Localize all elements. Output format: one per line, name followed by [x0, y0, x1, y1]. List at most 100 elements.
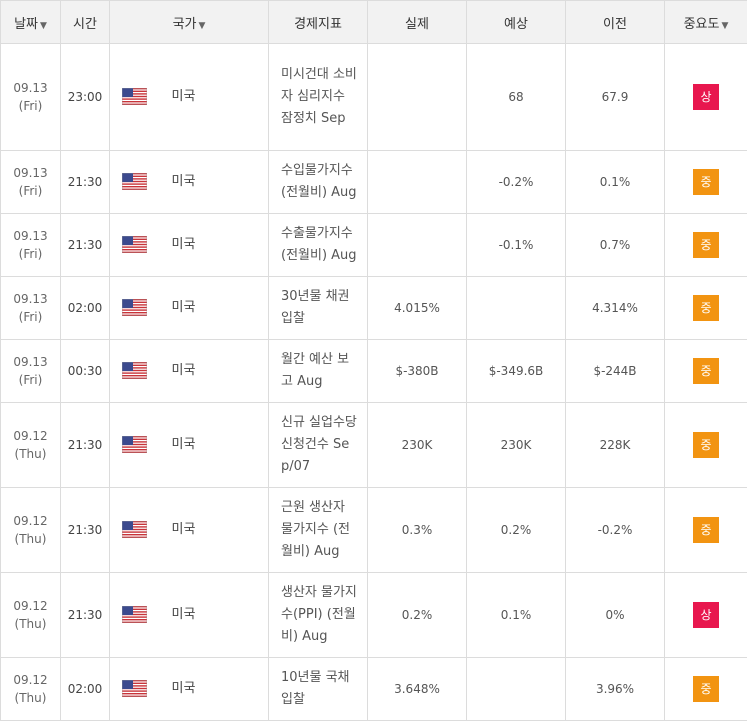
date-cell: 09.13 (Fri) — [0, 213, 61, 277]
indicator-cell[interactable]: 생산자 물가지수(PPI) (전월비) Aug — [268, 572, 368, 658]
actual-cell: 0.2% — [367, 572, 467, 658]
importance-cell: 중 — [664, 339, 747, 403]
country-cell: 미국 — [159, 150, 269, 214]
header-indicator: 경제지표 — [268, 0, 368, 44]
date-text: 09.12 — [13, 673, 48, 687]
actual-cell — [367, 213, 467, 277]
sort-arrow-icon[interactable]: ▼ — [721, 20, 729, 31]
weekday-text: (Fri) — [18, 99, 43, 113]
flag-cell — [109, 487, 160, 573]
previous-cell: 4.314% — [565, 276, 665, 340]
flag-cell — [109, 276, 160, 340]
us-flag-icon — [122, 362, 148, 379]
indicator-cell[interactable]: 수출물가지수 (전월비) Aug — [268, 213, 368, 277]
previous-cell: 67.9 — [565, 43, 665, 151]
previous-cell: $-244B — [565, 339, 665, 403]
actual-cell: 0.3% — [367, 487, 467, 573]
table-row[interactable]: 09.13 (Fri) 00:30 미국 월간 예산 보고 Aug $-380B … — [0, 339, 747, 403]
forecast-cell: 0.1% — [466, 572, 566, 658]
table-row[interactable]: 09.13 (Fri) 21:30 미국 수출물가지수 (전월비) Aug -0.… — [0, 213, 747, 277]
time-cell: 02:00 — [60, 276, 110, 340]
country-cell: 미국 — [159, 339, 269, 403]
indicator-cell[interactable]: 10년물 국채 입찰 — [268, 657, 368, 721]
weekday-text: (Thu) — [14, 447, 47, 461]
table-header-row: 날짜 ▼ 시간 국가 ▼ 경제지표 실제 예상 이전 중요도 ▼ — [0, 0, 747, 44]
date-cell: 09.12 (Thu) — [0, 572, 61, 658]
previous-cell: 228K — [565, 402, 665, 488]
flag-cell — [109, 43, 160, 151]
date-cell: 09.13 (Fri) — [0, 43, 61, 151]
indicator-cell[interactable]: 미시건대 소비자 심리지수 잠정치 Sep — [268, 43, 368, 151]
importance-badge: 상 — [693, 84, 719, 110]
weekday-text: (Fri) — [18, 310, 43, 324]
us-flag-icon — [122, 236, 148, 253]
forecast-cell: -0.2% — [466, 150, 566, 214]
forecast-cell: 0.2% — [466, 487, 566, 573]
importance-badge: 중 — [693, 676, 719, 702]
header-forecast: 예상 — [466, 0, 566, 44]
table-row[interactable]: 09.12 (Thu) 21:30 미국 신규 실업수당 신청건수 Sep/07 … — [0, 402, 747, 488]
importance-cell: 중 — [664, 657, 747, 721]
date-text: 09.13 — [13, 81, 48, 95]
importance-badge: 중 — [693, 232, 719, 258]
previous-cell: 0.1% — [565, 150, 665, 214]
importance-cell: 중 — [664, 213, 747, 277]
date-text: 09.13 — [13, 292, 48, 306]
country-cell: 미국 — [159, 402, 269, 488]
time-cell: 21:30 — [60, 572, 110, 658]
time-cell: 02:00 — [60, 657, 110, 721]
country-cell: 미국 — [159, 43, 269, 151]
indicator-cell[interactable]: 수입물가지수 (전월비) Aug — [268, 150, 368, 214]
header-actual: 실제 — [367, 0, 467, 44]
date-text: 09.13 — [13, 229, 48, 243]
header-importance[interactable]: 중요도 ▼ — [664, 0, 747, 44]
weekday-text: (Fri) — [18, 247, 43, 261]
indicator-cell[interactable]: 근원 생산자 물가지수 (전월비) Aug — [268, 487, 368, 573]
time-cell: 21:30 — [60, 213, 110, 277]
importance-badge: 중 — [693, 295, 719, 321]
importance-badge: 중 — [693, 432, 719, 458]
us-flag-icon — [122, 606, 148, 623]
date-text: 09.13 — [13, 355, 48, 369]
flag-cell — [109, 150, 160, 214]
table-row[interactable]: 09.12 (Thu) 21:30 미국 근원 생산자 물가지수 (전월비) Au… — [0, 487, 747, 573]
forecast-cell: $-349.6B — [466, 339, 566, 403]
actual-cell — [367, 43, 467, 151]
importance-cell: 상 — [664, 572, 747, 658]
previous-cell: 0% — [565, 572, 665, 658]
table-row[interactable]: 09.12 (Thu) 21:30 미국 생산자 물가지수(PPI) (전월비) … — [0, 572, 747, 658]
header-time: 시간 — [60, 0, 110, 44]
date-cell: 09.12 (Thu) — [0, 487, 61, 573]
importance-cell: 중 — [664, 402, 747, 488]
table-row[interactable]: 09.12 (Thu) 02:00 미국 10년물 국채 입찰 3.648% 3.… — [0, 657, 747, 721]
header-date[interactable]: 날짜 ▼ — [0, 0, 61, 44]
actual-cell — [367, 150, 467, 214]
actual-cell: $-380B — [367, 339, 467, 403]
header-country[interactable]: 국가 ▼ — [109, 0, 269, 44]
importance-cell: 상 — [664, 43, 747, 151]
importance-badge: 중 — [693, 358, 719, 384]
date-cell: 09.13 (Fri) — [0, 276, 61, 340]
date-text: 09.12 — [13, 514, 48, 528]
time-cell: 23:00 — [60, 43, 110, 151]
table-row[interactable]: 09.13 (Fri) 21:30 미국 수입물가지수 (전월비) Aug -0.… — [0, 150, 747, 214]
indicator-cell[interactable]: 30년물 채권 입찰 — [268, 276, 368, 340]
us-flag-icon — [122, 680, 148, 697]
weekday-text: (Thu) — [14, 617, 47, 631]
sort-arrow-icon[interactable]: ▼ — [198, 20, 206, 31]
flag-cell — [109, 213, 160, 277]
forecast-cell: 68 — [466, 43, 566, 151]
table-row[interactable]: 09.13 (Fri) 23:00 미국 미시건대 소비자 심리지수 잠정치 Se… — [0, 43, 747, 151]
importance-badge: 중 — [693, 517, 719, 543]
date-text: 09.12 — [13, 599, 48, 613]
sort-arrow-icon[interactable]: ▼ — [40, 20, 47, 31]
importance-cell: 중 — [664, 487, 747, 573]
actual-cell: 3.648% — [367, 657, 467, 721]
table-row[interactable]: 09.13 (Fri) 02:00 미국 30년물 채권 입찰 4.015% 4.… — [0, 276, 747, 340]
indicator-cell[interactable]: 신규 실업수당 신청건수 Sep/07 — [268, 402, 368, 488]
us-flag-icon — [122, 436, 148, 453]
date-cell: 09.13 (Fri) — [0, 150, 61, 214]
indicator-cell[interactable]: 월간 예산 보고 Aug — [268, 339, 368, 403]
header-previous: 이전 — [565, 0, 665, 44]
